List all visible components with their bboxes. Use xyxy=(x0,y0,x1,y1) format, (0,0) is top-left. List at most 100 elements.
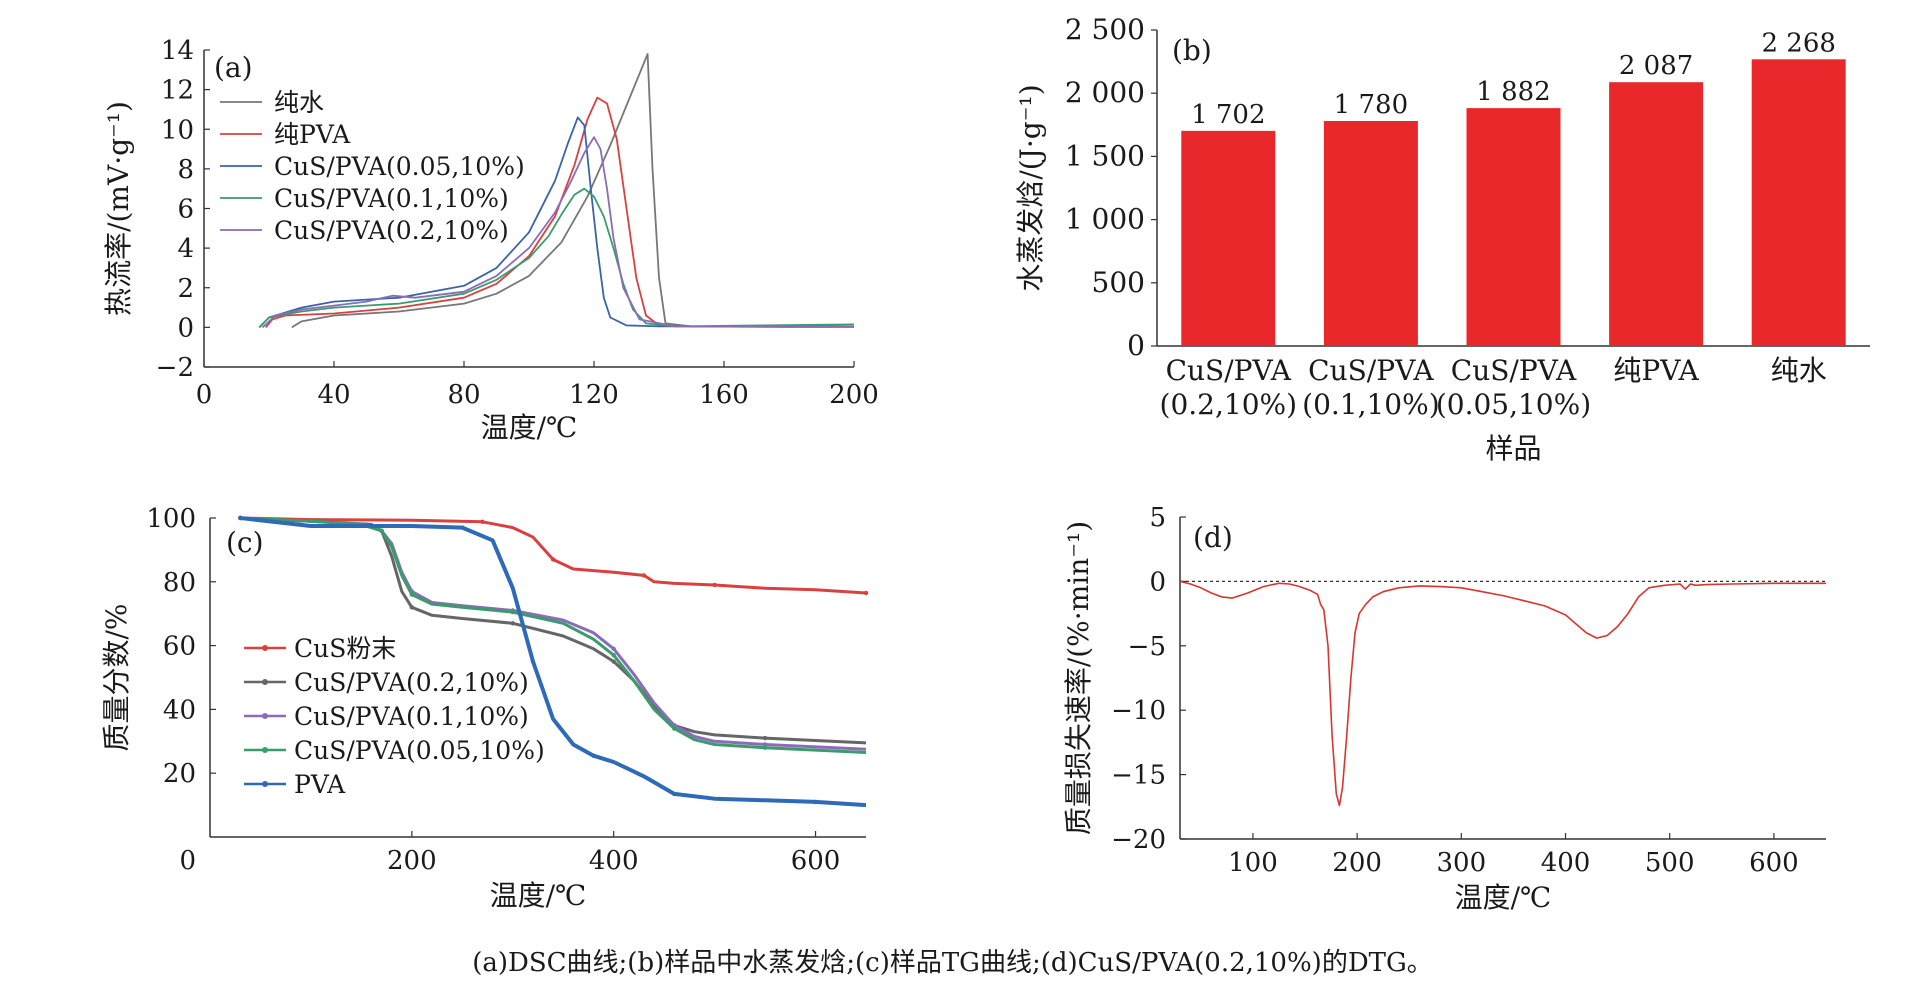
b-panel-label: (b) xyxy=(1172,34,1212,67)
a-x-tick-label: 200 xyxy=(829,380,879,410)
c-series-marker xyxy=(712,582,717,588)
c-series-marker xyxy=(238,515,243,521)
c-series-marker xyxy=(409,592,415,597)
b-bar xyxy=(1751,59,1846,346)
c-series-marker xyxy=(762,745,768,750)
d-x-tick-label: 200 xyxy=(1332,848,1382,878)
c-legend-label: CuS/PVA(0.05,10%) xyxy=(294,736,545,765)
c-series-marker xyxy=(460,525,465,530)
a-panel-label: (a) xyxy=(214,51,253,84)
c-series-line xyxy=(240,516,867,595)
a-y-tick-label: 14 xyxy=(161,36,194,66)
b-value-label: 2 268 xyxy=(1761,28,1835,58)
c-series-marker xyxy=(672,726,677,731)
a-legend-label: CuS/PVA(0.1,10%) xyxy=(274,184,509,213)
c-y-tick-label: 80 xyxy=(163,568,196,598)
d-y-tick-label: −15 xyxy=(1111,761,1166,791)
a-x-tick-label: 80 xyxy=(447,380,480,410)
b-x-axis-title: 样品 xyxy=(1485,432,1541,465)
a-y-axis-title: 热流率/(mV·g⁻¹) xyxy=(102,101,135,316)
a-y-tick-label: 4 xyxy=(177,234,194,264)
b-bar xyxy=(1609,82,1704,347)
c-panel-label: (c) xyxy=(226,526,264,559)
c-x-axis-title: 温度/℃ xyxy=(490,879,587,912)
c-x-tick-label: 200 xyxy=(387,846,437,876)
c-series-line xyxy=(240,516,867,808)
b-value-label: 1 882 xyxy=(1476,77,1550,107)
c-series-line xyxy=(240,516,867,754)
b-category-label: CuS/PVA xyxy=(1308,354,1434,387)
c-series-marker xyxy=(480,519,485,525)
b-value-label: 2 087 xyxy=(1619,51,1693,81)
c-series-marker xyxy=(510,609,515,615)
b-bar xyxy=(1181,130,1276,346)
c-series-marker xyxy=(672,791,677,797)
c-series-marker xyxy=(863,590,869,596)
c-legend-label: CuS/PVA(0.2,10%) xyxy=(294,668,529,697)
c-y-tick-label: 20 xyxy=(163,759,196,789)
c-series-marker xyxy=(641,573,647,578)
d-x-tick-label: 400 xyxy=(1541,848,1591,878)
a-series-line xyxy=(291,53,854,329)
a-legend-label: 纯PVA xyxy=(274,120,351,149)
c-y-axis-title: 质量分数/% xyxy=(100,603,133,751)
c-legend-marker xyxy=(262,747,268,753)
b-category-label: CuS/PVA xyxy=(1166,354,1292,387)
a-x-tick-label: 40 xyxy=(317,380,350,410)
d-x-tick-label: 100 xyxy=(1228,848,1278,878)
c-series-marker xyxy=(762,735,768,741)
a-legend-label: CuS/PVA(0.2,10%) xyxy=(274,216,509,245)
c-legend-marker xyxy=(262,781,268,787)
b-category-label: (0.2,10%) xyxy=(1160,388,1298,421)
c-series-marker xyxy=(762,742,768,747)
b-y-tick-label: 1 500 xyxy=(1065,139,1145,172)
c-series-marker xyxy=(379,528,384,533)
a-series-line xyxy=(261,136,854,329)
c-series-marker xyxy=(591,753,596,758)
a-x-tick-label: 120 xyxy=(569,380,619,410)
d-y-tick-label: −10 xyxy=(1111,696,1166,726)
a-y-tick-label: 10 xyxy=(161,115,194,145)
c-series-marker xyxy=(611,659,616,664)
d-x-tick-label: 500 xyxy=(1645,848,1695,878)
a-series-line xyxy=(258,116,854,329)
c-series-marker xyxy=(611,652,616,658)
c-legend-marker xyxy=(262,679,268,685)
d-series-line xyxy=(1179,580,1826,807)
c-series-marker xyxy=(530,659,536,664)
c-legend-marker xyxy=(262,713,268,719)
d-y-tick-label: 5 xyxy=(1149,503,1166,533)
figure-caption: (a)DSC曲线;(b)样品中水蒸发焓;(c)样品TG曲线;(d)CuS/PVA… xyxy=(472,948,1433,978)
b-category-label: (0.1,10%) xyxy=(1302,388,1440,421)
a-y-tick-label: 2 xyxy=(177,274,194,304)
c-y-tick-label: 100 xyxy=(146,504,196,534)
b-y-axis-title: 水蒸发焓/(J·g⁻¹) xyxy=(1014,84,1047,291)
b-y-tick-label: 0 xyxy=(1127,329,1145,362)
a-y-tick-label: 8 xyxy=(177,155,194,185)
a-x-tick-label: 0 xyxy=(196,380,213,410)
a-legend-label: 纯水 xyxy=(274,88,324,117)
c-x-tick-label: 600 xyxy=(791,846,841,876)
b-y-tick-label: 2 500 xyxy=(1065,13,1145,46)
d-y-axis-title: 质量损失速率/(%·min⁻¹) xyxy=(1062,521,1095,835)
b-value-label: 1 702 xyxy=(1191,100,1265,130)
b-value-label: 1 780 xyxy=(1334,90,1408,120)
a-x-tick-label: 160 xyxy=(699,380,749,410)
a-y-tick-label: 6 xyxy=(177,195,194,225)
a-y-tick-label: 0 xyxy=(177,313,194,343)
d-x-tick-label: 600 xyxy=(1749,848,1799,878)
b-category-label: 纯水 xyxy=(1771,354,1827,387)
b-y-tick-label: 2 000 xyxy=(1065,76,1145,109)
c-x-tick-label: 400 xyxy=(589,846,639,876)
c-series-marker xyxy=(409,605,415,610)
a-y-tick-label: −2 xyxy=(156,353,194,383)
a-x-axis-title: 温度/℃ xyxy=(481,411,578,444)
b-category-label: 纯PVA xyxy=(1613,354,1699,387)
d-y-tick-label: 0 xyxy=(1149,567,1166,597)
c-series-marker xyxy=(550,557,556,562)
c-legend-label: CuS/PVA(0.1,10%) xyxy=(294,702,529,731)
b-category-label: CuS/PVA xyxy=(1451,354,1577,387)
c-y-tick-label: 40 xyxy=(163,695,196,725)
c-series-marker xyxy=(813,799,818,805)
